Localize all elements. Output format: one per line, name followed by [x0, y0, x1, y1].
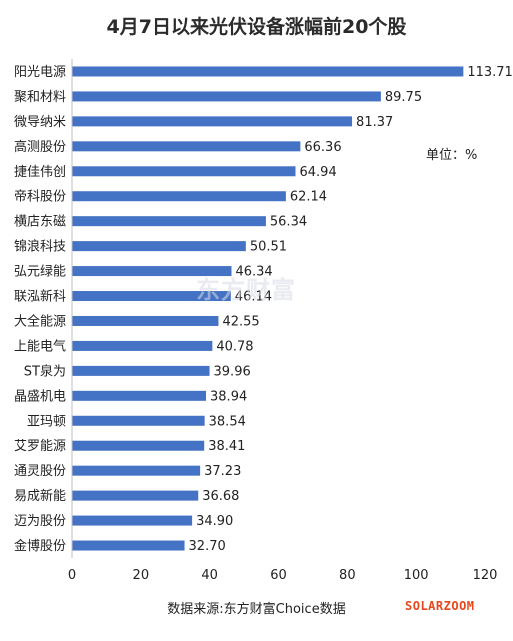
bar: [72, 291, 231, 302]
watermark: 东方财富: [196, 276, 296, 304]
bar: [72, 490, 199, 501]
value-label: 46.34: [235, 265, 272, 280]
x-tick-label: 0: [68, 568, 76, 583]
value-label: 81.37: [356, 115, 393, 130]
bar: [72, 266, 232, 277]
category-label: 锦浪科技: [14, 240, 66, 255]
x-tick-label: 100: [404, 568, 429, 583]
category-label: 捷佳伟创: [14, 165, 66, 180]
category-labels: 阳光电源聚和材料微导纳米高测股份捷佳伟创帝科股份横店东磁锦浪科技弘元绿能联泓新科…: [14, 65, 66, 554]
x-tick-label: 120: [473, 568, 498, 583]
bar: [72, 241, 246, 252]
value-label: 37.23: [204, 464, 241, 479]
category-label: 弘元绿能: [14, 265, 66, 280]
category-label: 艾罗能源: [14, 439, 66, 454]
source-note: 数据来源:东方财富Choice数据: [167, 602, 346, 617]
category-label: ST泉为: [24, 363, 66, 379]
value-labels: 113.71 89.75 81.37 66.36 64.94 62.14 56.34 50.5…: [189, 65, 513, 554]
value-label: 38.94: [210, 389, 247, 404]
bar: [72, 415, 205, 426]
value-label: 56.34: [270, 215, 307, 230]
value-label: 50.51: [250, 240, 287, 255]
category-label: 聚和材料: [14, 90, 66, 105]
category-label: 微导纳米: [14, 115, 66, 130]
chart-title: 4月7日以来光伏设备涨幅前20个股: [106, 16, 407, 38]
bar: [72, 191, 286, 202]
bar: [72, 166, 296, 177]
value-label: 89.75: [385, 90, 422, 105]
bar: [72, 116, 353, 127]
category-label: 联泓新科: [14, 289, 66, 305]
value-label: 40.78: [216, 339, 253, 354]
category-label: 迈为股份: [14, 514, 66, 529]
bar-group: [72, 66, 464, 551]
bar: [72, 515, 193, 526]
category-label: 横店东磁: [14, 215, 66, 230]
value-label: 66.36: [304, 140, 341, 155]
value-label: 113.71: [467, 65, 513, 80]
value-label: 34.90: [196, 514, 233, 529]
value-label: 39.96: [214, 364, 251, 379]
value-label: 36.68: [202, 489, 239, 504]
category-label: 易成新能: [14, 488, 66, 504]
x-axis-ticks: 0 20 40 60 80 100 120: [68, 568, 498, 583]
x-tick-label: 20: [133, 568, 150, 583]
bar: [72, 440, 205, 451]
category-label: 帝科股份: [14, 189, 66, 205]
unit-note: 单位：%: [426, 148, 478, 163]
value-label: 46.14: [235, 290, 272, 305]
bar: [72, 465, 201, 476]
bar: [72, 91, 381, 102]
bar: [72, 340, 213, 351]
brand-logo: SOLARZOOM: [405, 599, 475, 613]
value-label: 64.94: [300, 165, 337, 180]
bar: [72, 141, 301, 152]
x-tick-label: 80: [339, 568, 356, 583]
x-tick-label: 60: [270, 568, 287, 583]
bar: [72, 365, 210, 376]
bar: [72, 390, 207, 401]
value-label: 42.55: [222, 314, 259, 329]
bar: [72, 540, 185, 551]
category-label: 大全能源: [14, 313, 66, 329]
category-label: 亚玛顿: [27, 414, 66, 429]
category-label: 通灵股份: [14, 464, 66, 479]
category-label: 阳光电源: [14, 65, 66, 80]
value-label: 38.41: [208, 439, 245, 454]
bar: [72, 216, 266, 227]
category-label: 晶盛机电: [14, 389, 66, 404]
bar: [72, 315, 219, 326]
category-label: 高测股份: [14, 139, 66, 155]
x-tick-label: 40: [201, 568, 218, 583]
category-label: 金博股份: [14, 538, 66, 554]
value-label: 62.14: [290, 190, 327, 205]
value-label: 32.70: [189, 539, 226, 554]
bar: [72, 66, 464, 77]
value-label: 38.54: [209, 414, 246, 429]
category-label: 上能电气: [14, 338, 66, 354]
